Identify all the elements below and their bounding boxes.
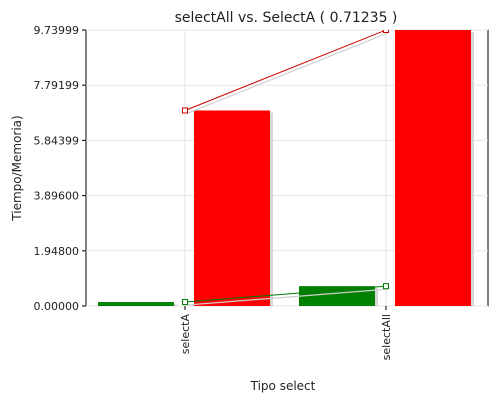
y-tick-label: 5.84399 — [34, 134, 80, 147]
series-line-shadow — [186, 32, 389, 115]
point-marker — [383, 30, 389, 33]
point-marker — [383, 283, 389, 290]
bars — [98, 30, 474, 306]
y-axis: 0.00000 1.94800 3.89600 5.84399 7.79199 9.739… — [34, 24, 86, 313]
chart-title: selectAll vs. SelectA ( 0.71235 ) — [175, 10, 398, 26]
y-tick-label: 1.94800 — [34, 245, 80, 258]
bar — [98, 302, 174, 306]
x-axis: selectA selectAll — [179, 306, 393, 360]
point-marker — [182, 107, 188, 114]
y-tick-label: 9.73999 — [34, 24, 80, 37]
y-tick-label: 7.79199 — [34, 79, 80, 92]
x-tick-label: selectA — [179, 314, 192, 355]
bar — [194, 110, 270, 306]
series-lines — [182, 30, 389, 306]
y-tick-label: 3.89600 — [34, 190, 80, 203]
bar — [299, 286, 375, 306]
bar — [395, 30, 471, 306]
y-axis-label: Tiempo/Memoria) — [10, 115, 24, 221]
series-line — [184, 30, 387, 111]
series-line-shadow — [186, 288, 389, 306]
series-line — [184, 285, 387, 303]
x-axis-label: Tipo select — [250, 379, 316, 393]
point-marker — [182, 299, 188, 306]
y-tick-label: 0.00000 — [34, 300, 80, 313]
x-tick-label: selectAll — [380, 314, 393, 360]
